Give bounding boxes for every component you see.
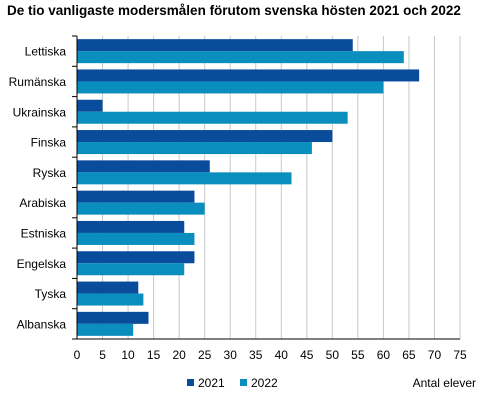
x-tick-label-20: 20 [172,348,186,362]
x-tick-label-30: 30 [224,348,238,362]
bar-arabiska-2021 [77,190,195,203]
category-label-engelska: Engelska [17,257,67,271]
category-label-estniska: Estniska [21,226,67,240]
bar-lettiska-2021 [77,39,353,52]
bar-ukrainska-2022 [77,111,348,124]
bar-estniska-2021 [77,220,185,233]
x-tick-label-0: 0 [74,348,81,362]
bar-lettiska-2022 [77,51,404,64]
bar-engelska-2021 [77,251,195,264]
x-tick-label-70: 70 [428,348,442,362]
bar-rumänska-2021 [77,69,420,82]
legend-label-2021: 2021 [198,376,225,390]
x-tick-label-35: 35 [249,348,263,362]
axes [72,35,460,340]
bar-finska-2022 [77,142,312,155]
x-tick-label-60: 60 [377,348,391,362]
x-tick-label-65: 65 [402,348,416,362]
x-tick-label-75: 75 [453,348,467,362]
category-label-ryska: Ryska [33,166,67,180]
bar-finska-2021 [77,130,333,143]
bar-rumänska-2022 [77,81,384,94]
category-label-ukrainska: Ukrainska [13,105,67,119]
x-tick-label-40: 40 [275,348,289,362]
x-tick-label-25: 25 [198,348,212,362]
bar-arabiska-2022 [77,202,205,215]
legend: 2021 2022 [187,376,278,390]
category-labels: Lettiska Rumänska Ukrainska Finska Ryska Arab… [9,45,67,332]
x-tick-label-50: 50 [326,348,340,362]
bar-albanska-2021 [77,311,149,324]
x-tick-label-5: 5 [99,348,106,362]
bar-ryska-2021 [77,160,210,173]
bars [77,39,420,336]
bar-ukrainska-2021 [77,99,103,112]
legend-swatch-2022 [240,379,247,386]
category-label-lettiska: Lettiska [25,45,67,59]
category-label-arabiska: Arabiska [19,196,66,210]
chart-title: De tio vanligaste modersmålen förutom sv… [7,3,461,18]
category-label-rumänska: Rumänska [9,75,67,89]
bar-ryska-2022 [77,172,292,185]
x-tick-labels: 0 5 10 15 20 25 30 35 40 45 50 55 60 65 70 75 [74,348,467,362]
x-tick-label-15: 15 [147,348,161,362]
category-label-finska: Finska [31,136,67,150]
x-tick-label-10: 10 [121,348,135,362]
bar-estniska-2022 [77,232,195,245]
bar-engelska-2022 [77,263,185,276]
legend-swatch-2021 [187,379,194,386]
legend-label-2022: 2022 [251,376,278,390]
bar-albanska-2022 [77,323,134,336]
bar-tyska-2022 [77,293,144,306]
x-tick-label-55: 55 [351,348,365,362]
bar-tyska-2021 [77,281,139,294]
category-label-albanska: Albanska [17,317,67,331]
x-tick-label-45: 45 [300,348,314,362]
category-label-tyska: Tyska [35,287,67,301]
x-axis-title: Antal elever [413,376,476,390]
